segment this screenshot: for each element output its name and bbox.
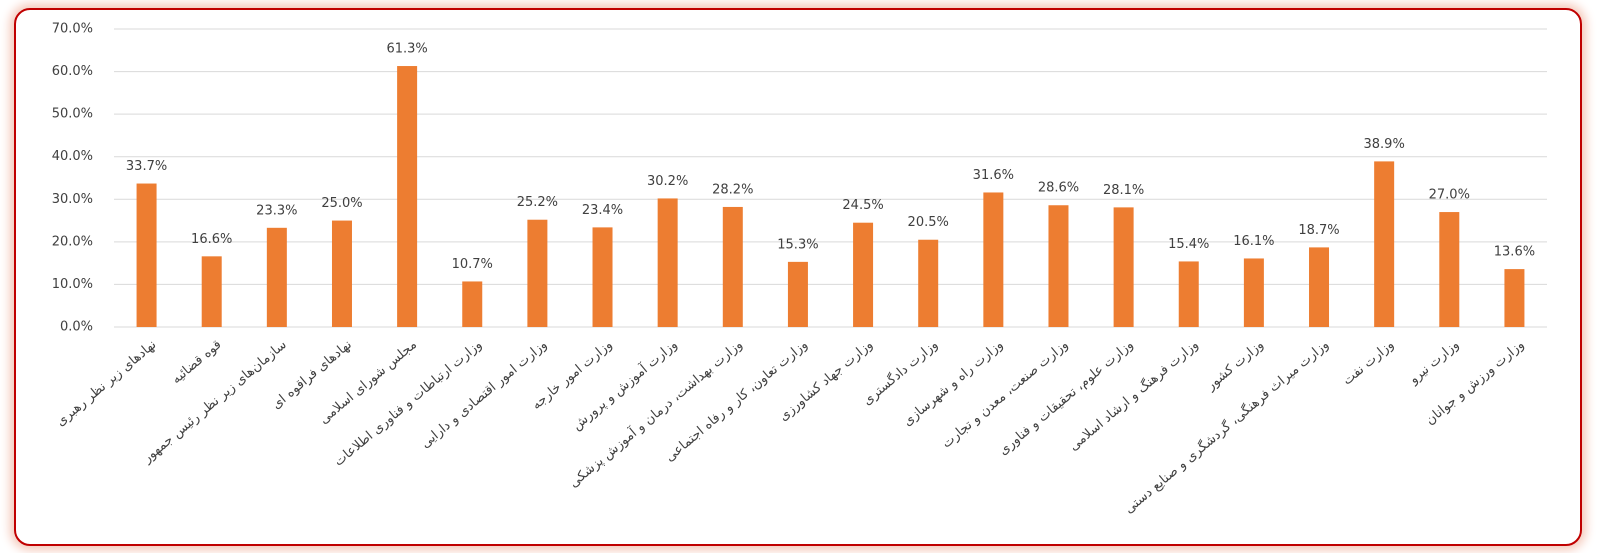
bar (331, 220, 352, 327)
x-tick-label: قوه قضائیه (169, 337, 224, 387)
bar (201, 256, 222, 327)
bar (1048, 205, 1069, 327)
data-label: 38.9% (1364, 137, 1405, 152)
data-label: 31.6% (973, 168, 1014, 183)
bar (527, 219, 548, 327)
y-tick-label: 60.0% (52, 64, 93, 79)
data-label: 15.4% (1168, 237, 1209, 252)
data-label: 16.6% (191, 232, 232, 247)
bar (983, 192, 1004, 327)
bar (722, 206, 743, 327)
y-tick-label: 40.0% (52, 149, 93, 164)
bar (397, 66, 418, 327)
data-label: 13.6% (1494, 245, 1535, 260)
data-label: 24.5% (842, 198, 883, 213)
bar (1243, 258, 1264, 327)
data-label: 16.1% (1233, 234, 1274, 249)
data-label: 10.7% (452, 257, 493, 272)
bar (266, 227, 287, 327)
bar (787, 261, 808, 327)
bar (918, 239, 939, 327)
data-label: 28.2% (712, 182, 753, 197)
data-label: 30.2% (647, 174, 688, 189)
data-label: 27.0% (1429, 188, 1470, 203)
bar (1374, 161, 1395, 327)
y-tick-label: 10.0% (52, 277, 93, 292)
data-label: 15.3% (777, 237, 818, 252)
bar (657, 198, 678, 327)
bar (1309, 247, 1330, 327)
x-tick-label: وزارت آموزش و پرورش (568, 336, 680, 434)
x-tick-label: وزارت امور اقتصادی و دارایی (418, 337, 550, 451)
x-tick-label: وزارت علوم، تحقیقات و فناوری (996, 337, 1136, 458)
x-tick-label: نهادهای زیر نظر رهبری (53, 337, 159, 429)
x-tick-label: وزارت نیرو (1406, 337, 1462, 388)
x-tick-label: وزارت صنعت، معدن و تجارت (939, 337, 1071, 451)
bar (1504, 269, 1525, 327)
x-tick-label: وزارت کشور (1203, 337, 1267, 394)
y-tick-label: 30.0% (52, 192, 93, 207)
data-label: 20.5% (908, 215, 949, 230)
y-tick-label: 50.0% (52, 107, 93, 122)
bar (853, 222, 874, 327)
data-label: 33.7% (126, 159, 167, 174)
x-tick-label: وزارت فرهنگ و ارشاد اسلامی (1066, 336, 1202, 454)
data-label: 28.6% (1038, 181, 1079, 196)
data-label: 61.3% (386, 42, 427, 57)
x-tick-label: وزارت نفت (1340, 337, 1397, 388)
data-label: 23.4% (582, 203, 623, 218)
data-label: 18.7% (1298, 223, 1339, 238)
y-tick-label: 0.0% (60, 320, 93, 335)
bar (1113, 207, 1134, 327)
bar (592, 227, 613, 327)
y-tick-label: 20.0% (52, 234, 93, 249)
bar (1178, 261, 1199, 327)
data-label: 28.1% (1103, 183, 1144, 198)
data-label: 23.3% (256, 203, 297, 218)
y-tick-label: 70.0% (52, 22, 93, 37)
bar (136, 183, 157, 327)
data-label: 25.0% (321, 196, 362, 211)
x-tick-label: وزارت تعاون، کار و رفاه اجتماعی (663, 337, 811, 465)
data-label: 25.2% (517, 195, 558, 210)
bar (462, 281, 483, 327)
bar (1439, 212, 1460, 327)
